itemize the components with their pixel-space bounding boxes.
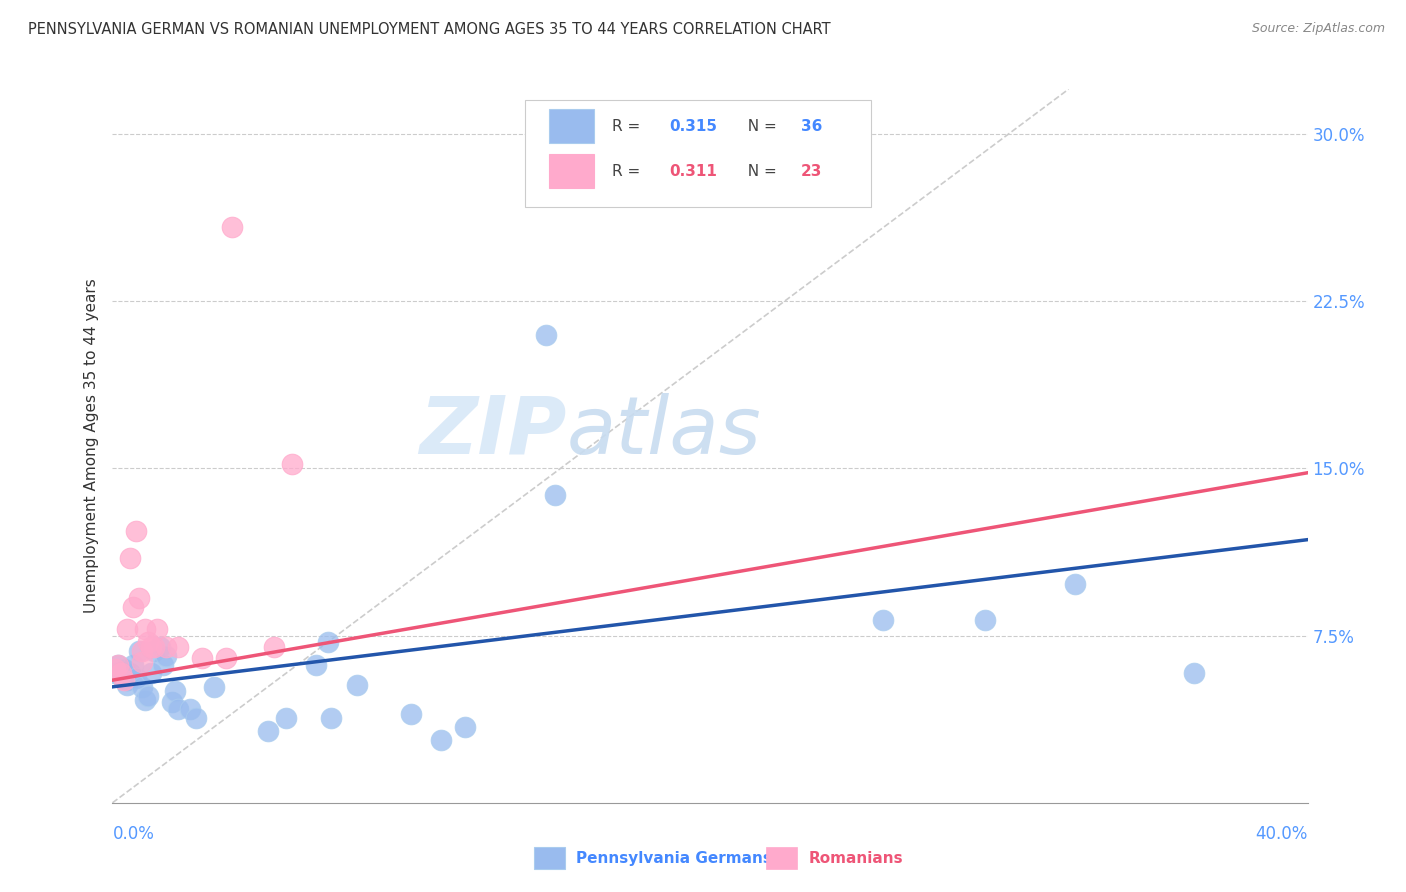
Point bbox=[141, 640, 163, 654]
Text: ZIP: ZIP bbox=[419, 392, 567, 471]
Point bbox=[973, 613, 995, 627]
Point bbox=[110, 666, 132, 681]
Text: 0.315: 0.315 bbox=[669, 119, 717, 134]
Text: 0.311: 0.311 bbox=[669, 164, 717, 178]
Text: R =: R = bbox=[612, 164, 645, 178]
Point bbox=[534, 327, 557, 342]
Point bbox=[104, 662, 127, 676]
Text: 0.0%: 0.0% bbox=[112, 825, 155, 843]
Point bbox=[131, 655, 153, 669]
Text: N =: N = bbox=[738, 164, 782, 178]
Point bbox=[138, 635, 160, 649]
Point bbox=[114, 673, 135, 687]
Point bbox=[304, 657, 326, 672]
Point bbox=[117, 678, 139, 692]
Point bbox=[120, 666, 142, 681]
Point bbox=[167, 640, 190, 654]
Point bbox=[141, 666, 163, 681]
Point bbox=[114, 662, 135, 676]
Point bbox=[146, 622, 169, 636]
Point bbox=[131, 644, 153, 658]
Point bbox=[149, 640, 172, 654]
Text: 23: 23 bbox=[801, 164, 823, 178]
Point bbox=[134, 693, 156, 707]
Point bbox=[117, 673, 139, 687]
Point bbox=[430, 733, 453, 747]
Point bbox=[202, 680, 225, 694]
Point bbox=[120, 550, 142, 565]
Point bbox=[454, 720, 477, 734]
Point bbox=[162, 696, 183, 710]
Point bbox=[125, 524, 148, 538]
FancyBboxPatch shape bbox=[548, 109, 595, 144]
Point bbox=[122, 599, 145, 614]
Point bbox=[167, 702, 190, 716]
Point bbox=[215, 651, 238, 665]
Point bbox=[107, 657, 129, 672]
Point bbox=[107, 657, 129, 672]
Text: 40.0%: 40.0% bbox=[1256, 825, 1308, 843]
Text: Pennsylvania Germans: Pennsylvania Germans bbox=[576, 851, 772, 865]
Point bbox=[316, 635, 339, 649]
Point bbox=[165, 684, 187, 698]
Point bbox=[128, 644, 150, 658]
Point bbox=[110, 669, 132, 683]
Text: PENNSYLVANIA GERMAN VS ROMANIAN UNEMPLOYMENT AMONG AGES 35 TO 44 YEARS CORRELATI: PENNSYLVANIA GERMAN VS ROMANIAN UNEMPLOY… bbox=[28, 22, 831, 37]
Point bbox=[401, 706, 423, 721]
Point bbox=[155, 648, 177, 663]
Point bbox=[1063, 577, 1085, 591]
Point bbox=[281, 457, 304, 471]
FancyBboxPatch shape bbox=[548, 154, 595, 188]
Point bbox=[155, 640, 177, 654]
Point bbox=[179, 702, 201, 716]
FancyBboxPatch shape bbox=[524, 100, 872, 207]
Text: Romanians: Romanians bbox=[808, 851, 903, 865]
Point bbox=[125, 671, 148, 685]
Point bbox=[122, 657, 145, 672]
Point bbox=[186, 711, 208, 725]
Point bbox=[128, 591, 150, 605]
Text: atlas: atlas bbox=[567, 392, 762, 471]
Point bbox=[319, 711, 342, 725]
Text: N =: N = bbox=[738, 119, 782, 134]
Point bbox=[263, 640, 285, 654]
Text: R =: R = bbox=[612, 119, 645, 134]
Point bbox=[346, 678, 368, 692]
Point bbox=[143, 640, 166, 654]
Point bbox=[131, 680, 153, 694]
Y-axis label: Unemployment Among Ages 35 to 44 years: Unemployment Among Ages 35 to 44 years bbox=[83, 278, 98, 614]
Point bbox=[152, 657, 174, 672]
Point bbox=[134, 622, 156, 636]
Point bbox=[543, 488, 565, 502]
Point bbox=[117, 622, 139, 636]
Point bbox=[221, 220, 243, 235]
Point bbox=[138, 689, 160, 703]
Point bbox=[104, 666, 127, 681]
Text: Source: ZipAtlas.com: Source: ZipAtlas.com bbox=[1251, 22, 1385, 36]
Text: 36: 36 bbox=[801, 119, 823, 134]
Point bbox=[872, 613, 894, 627]
Point bbox=[191, 651, 214, 665]
Point bbox=[1182, 666, 1205, 681]
Point bbox=[274, 711, 297, 725]
Point bbox=[143, 644, 166, 658]
Point bbox=[257, 724, 280, 739]
